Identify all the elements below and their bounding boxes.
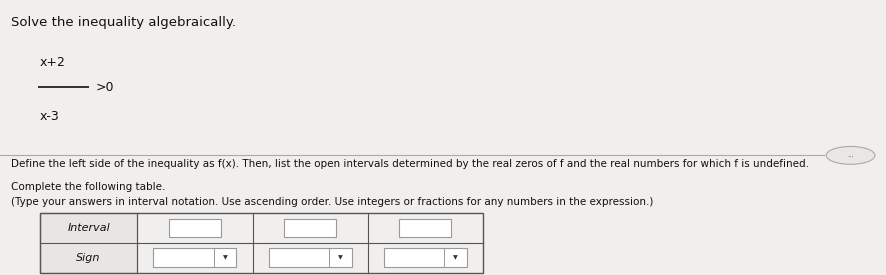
Text: x+2: x+2 bbox=[40, 56, 66, 69]
Text: x-3: x-3 bbox=[40, 110, 59, 123]
Text: Define the left side of the inequality as f(x). Then, list the open intervals de: Define the left side of the inequality a… bbox=[11, 159, 809, 169]
Text: ▼: ▼ bbox=[222, 255, 228, 260]
Text: (Type your answers in interval notation. Use ascending order. Use integers or fr: (Type your answers in interval notation.… bbox=[11, 197, 653, 207]
Text: ▼: ▼ bbox=[453, 255, 458, 260]
FancyBboxPatch shape bbox=[153, 248, 237, 267]
Text: Sign: Sign bbox=[76, 253, 101, 263]
Text: Interval: Interval bbox=[67, 223, 110, 233]
FancyBboxPatch shape bbox=[400, 219, 451, 237]
FancyBboxPatch shape bbox=[384, 248, 467, 267]
Text: ▼: ▼ bbox=[338, 255, 343, 260]
FancyBboxPatch shape bbox=[40, 213, 137, 273]
Text: >0: >0 bbox=[96, 81, 114, 94]
Text: Complete the following table.: Complete the following table. bbox=[11, 182, 165, 192]
FancyBboxPatch shape bbox=[169, 219, 221, 237]
FancyBboxPatch shape bbox=[268, 248, 352, 267]
FancyBboxPatch shape bbox=[284, 219, 336, 237]
Text: Solve the inequality algebraically.: Solve the inequality algebraically. bbox=[11, 16, 236, 29]
Text: ...: ... bbox=[847, 152, 854, 158]
